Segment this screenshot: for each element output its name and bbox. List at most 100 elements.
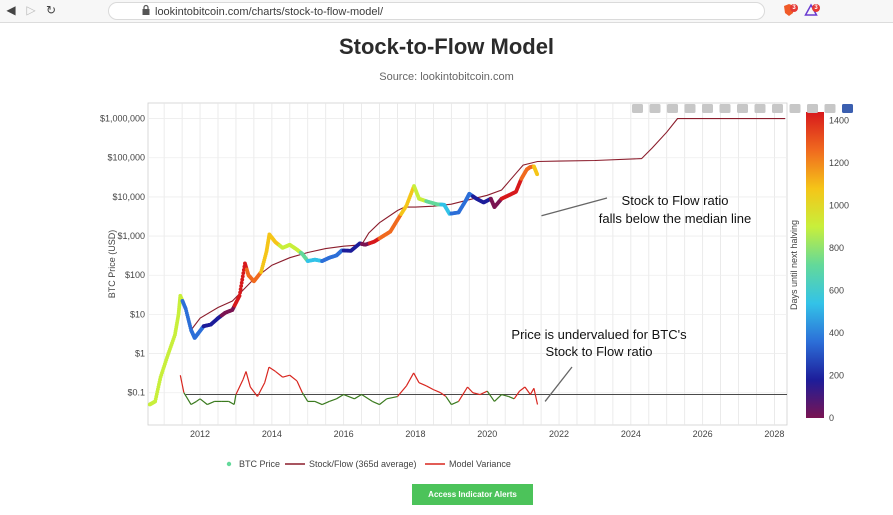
y-tick-label: $1,000 — [117, 231, 145, 241]
legend-label: BTC Price — [239, 459, 280, 469]
series-btc-price-point — [240, 274, 245, 279]
address-bar[interactable]: lookintobitcoin.com/charts/stock-to-flow… — [108, 2, 765, 20]
lasso-icon[interactable] — [702, 104, 713, 113]
series-model-variance-segment — [242, 371, 247, 380]
x-tick-label: 2016 — [334, 429, 354, 439]
x-tick-label: 2014 — [262, 429, 282, 439]
series-btc-price-point — [239, 284, 244, 288]
colorbar-tick-label: 0 — [829, 413, 834, 423]
y-axis-label: BTC Price (USD) — [107, 230, 117, 299]
plot-area — [147, 102, 788, 426]
series-btc-price-point — [535, 172, 540, 177]
y-tick-label: $100 — [125, 270, 145, 280]
series-model-variance-segment — [529, 387, 535, 395]
pan-icon[interactable] — [667, 104, 678, 113]
series-model-variance-segment — [494, 394, 503, 402]
annotation-text: Price is undervalued for BTC's — [511, 327, 687, 342]
series-stock-flow-line — [190, 118, 786, 331]
series-model-variance-segment — [433, 389, 441, 394]
series-model-variance-segment — [425, 385, 434, 391]
series-model-variance-segment — [296, 380, 303, 393]
series-model-variance-segment — [321, 400, 330, 406]
annotation-arrow — [541, 197, 608, 217]
series-model-variance-segment — [256, 382, 266, 397]
zoom-out-icon[interactable] — [737, 104, 748, 113]
series-model-variance-segment — [413, 372, 420, 384]
annotation-text: Stock to Flow ratio — [622, 193, 729, 208]
series-model-variance-segment — [445, 396, 452, 405]
series-model-variance-segment — [472, 392, 481, 396]
series-model-variance-segment — [235, 379, 244, 395]
series-model-variance-segment — [397, 385, 407, 397]
series-model-variance-segment — [190, 400, 197, 406]
series-btc-price-point — [241, 271, 246, 276]
colorbar-tick-label: 800 — [829, 243, 844, 253]
series-model-variance-segment — [501, 393, 509, 398]
hover-closest-icon[interactable] — [807, 104, 818, 113]
annotation-text: falls below the median line — [599, 211, 751, 226]
series-model-variance-segment — [513, 390, 521, 400]
y-tick-label: $1,000,000 — [100, 114, 145, 124]
box-select-icon[interactable] — [684, 104, 696, 113]
series-model-variance-segment — [479, 390, 488, 396]
legend-swatch — [226, 461, 232, 467]
colorbar-tick-label: 200 — [829, 371, 844, 381]
spike-lines-icon[interactable] — [789, 104, 801, 113]
series-model-variance-segment — [486, 390, 495, 402]
series-model-variance-segment — [301, 392, 309, 402]
colorbar-label: Days until next halving — [789, 220, 799, 310]
hover-compare-icon[interactable] — [824, 104, 836, 113]
y-tick-label: $1 — [135, 349, 145, 359]
series-model-variance-segment — [508, 395, 515, 400]
series-model-variance-segment — [275, 370, 283, 378]
x-tick-label: 2020 — [477, 429, 497, 439]
extension-badge: 3 — [812, 4, 820, 12]
colorbar-tick-label: 1400 — [829, 116, 849, 126]
page-title: Stock-to-Flow Model — [338, 34, 555, 59]
series-model-variance-segment — [249, 386, 258, 397]
reload-icon[interactable]: ↻ — [45, 3, 57, 17]
page-subtitle: Source: lookintobitcoin.com — [379, 71, 514, 83]
series-model-variance-segment — [264, 366, 270, 383]
series-model-variance-segment — [206, 400, 215, 406]
colorbar-tick-label: 600 — [829, 286, 844, 296]
autoscale-icon[interactable] — [754, 104, 766, 113]
series-model-variance-segment — [268, 366, 276, 372]
back-icon[interactable]: ◀ — [6, 3, 16, 17]
legend-label: Stock/Flow (365d average) — [309, 459, 417, 469]
annotation-arrow — [544, 366, 573, 402]
series-model-variance-segment — [379, 398, 388, 405]
series-model-variance-segment — [282, 374, 290, 378]
home-icon[interactable] — [772, 104, 783, 113]
annotation-text: Stock to Flow ratio — [546, 344, 653, 359]
series-model-variance-segment — [533, 388, 539, 405]
series-model-variance-segment — [372, 400, 380, 406]
brave-rewards-icon[interactable]: 3 — [804, 3, 820, 17]
plotly-logo-icon[interactable] — [842, 104, 853, 113]
series-model-variance-segment — [386, 395, 398, 400]
zoom-in-icon[interactable] — [719, 104, 731, 113]
series-model-variance-segment — [199, 398, 208, 405]
x-tick-label: 2018 — [405, 429, 425, 439]
series-model-variance-segment — [524, 386, 531, 395]
x-tick-label: 2024 — [621, 429, 641, 439]
zoom-icon[interactable] — [649, 104, 661, 113]
camera-icon[interactable] — [632, 104, 643, 113]
access-indicator-alerts-button[interactable]: Access Indicator Alerts — [412, 484, 533, 505]
legend-label: Model Variance — [449, 459, 511, 469]
series-btc-price-point — [239, 280, 244, 285]
forward-icon[interactable]: ▷ — [26, 3, 36, 17]
brave-shield-icon[interactable]: 3 — [782, 3, 798, 17]
series-model-variance-segment — [451, 400, 459, 406]
series-model-variance-segment — [329, 398, 337, 402]
series-model-variance-segment — [405, 372, 415, 387]
series-model-variance-segment — [458, 386, 469, 402]
series-model-variance-segment — [196, 398, 201, 402]
series-model-variance-segment — [179, 375, 185, 393]
y-tick-label: $10 — [130, 309, 145, 319]
series-model-variance-segment — [354, 394, 362, 400]
series-model-variance-segment — [245, 371, 251, 388]
series-model-variance-segment — [361, 394, 373, 402]
series-btc-price-point — [238, 287, 243, 292]
